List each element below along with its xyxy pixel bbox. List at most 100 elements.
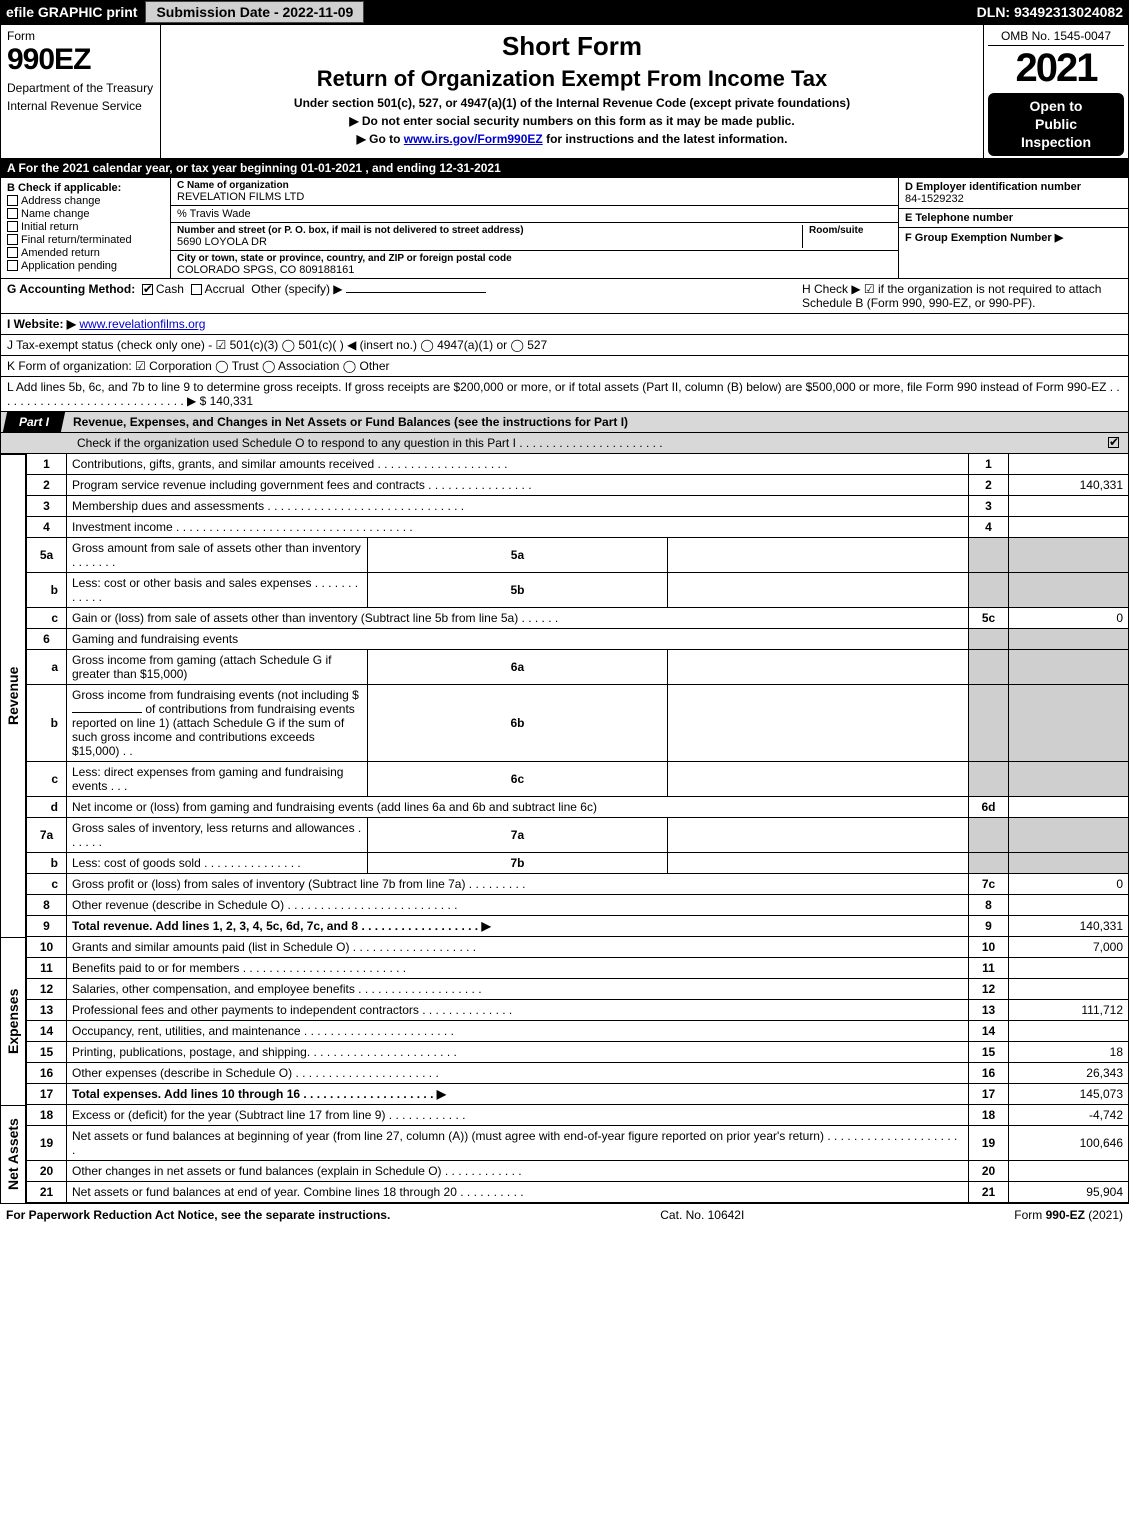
phone-label: E Telephone number <box>905 212 1122 224</box>
efile-graphic-print[interactable]: efile GRAPHIC print <box>6 4 137 20</box>
line-7c-num: c <box>27 873 67 894</box>
line-19-box: 19 <box>969 1125 1009 1160</box>
line-16-val: 26,343 <box>1009 1062 1129 1083</box>
line-1-num: 1 <box>27 454 67 475</box>
section-c: C Name of organization REVELATION FILMS … <box>171 178 898 278</box>
chk-address-change[interactable]: Address change <box>7 195 164 207</box>
line-6b-amount-input[interactable] <box>72 712 142 713</box>
website-prefix: I Website: ▶ <box>7 317 76 331</box>
line-20: 20 Other changes in net assets or fund b… <box>27 1160 1129 1181</box>
line-6c-num: c <box>27 761 67 796</box>
line-6a-desc: Gross income from gaming (attach Schedul… <box>67 649 368 684</box>
line-5a-val-shade <box>1009 537 1129 572</box>
line-7b-mini: 7b <box>367 852 668 873</box>
line-16-box: 16 <box>969 1062 1009 1083</box>
line-5b-mini: 5b <box>367 572 668 607</box>
line-7b-box-shade <box>969 852 1009 873</box>
street-value: 5690 LOYOLA DR <box>177 236 802 248</box>
line-7a-val-shade <box>1009 817 1129 852</box>
line-10-desc: Grants and similar amounts paid (list in… <box>67 937 969 958</box>
chk-initial-return-label: Initial return <box>21 221 78 233</box>
section-def: D Employer identification number 84-1529… <box>898 178 1128 278</box>
line-7a-num: 7a <box>27 817 67 852</box>
line-4-box: 4 <box>969 516 1009 537</box>
section-b: B Check if applicable: Address change Na… <box>1 178 171 278</box>
line-13: 13 Professional fees and other payments … <box>27 999 1129 1020</box>
department-label: Department of the Treasury <box>7 81 154 95</box>
line-15: 15 Printing, publications, postage, and … <box>27 1041 1129 1062</box>
chk-accrual[interactable] <box>191 284 202 295</box>
line-g-h: G Accounting Method: Cash Accrual Other … <box>0 279 1129 314</box>
no-ssn-warning: ▶ Do not enter social security numbers o… <box>169 114 975 128</box>
line-g-prefix: G Accounting Method: <box>7 282 135 296</box>
line-1-val <box>1009 454 1129 475</box>
line-17-box: 17 <box>969 1083 1009 1104</box>
line-12-box: 12 <box>969 978 1009 999</box>
line-5c-desc: Gain or (loss) from sale of assets other… <box>67 607 969 628</box>
line-15-box: 15 <box>969 1041 1009 1062</box>
line-8: 8 Other revenue (describe in Schedule O)… <box>27 894 1129 915</box>
line-18-desc: Excess or (deficit) for the year (Subtra… <box>67 1105 969 1126</box>
line-5c-num: c <box>27 607 67 628</box>
line-16: 16 Other expenses (describe in Schedule … <box>27 1062 1129 1083</box>
part-i-title: Revenue, Expenses, and Changes in Net As… <box>73 412 628 432</box>
line-10: 10 Grants and similar amounts paid (list… <box>27 937 1129 958</box>
chk-amended-return[interactable]: Amended return <box>7 247 164 259</box>
revenue-table: 1 Contributions, gifts, grants, and simi… <box>26 454 1129 937</box>
line-18-box: 18 <box>969 1105 1009 1126</box>
line-14-box: 14 <box>969 1020 1009 1041</box>
line-11-desc: Benefits paid to or for members . . . . … <box>67 957 969 978</box>
other-specify-input[interactable] <box>346 292 486 293</box>
part-i-checkline: Check if the organization used Schedule … <box>0 433 1129 454</box>
line-5b-minival <box>668 572 969 607</box>
line-2-val: 140,331 <box>1009 474 1129 495</box>
part-i-schedule-o-checkbox[interactable] <box>1108 437 1119 448</box>
line-14-desc: Occupancy, rent, utilities, and maintena… <box>67 1020 969 1041</box>
line-7c-desc: Gross profit or (loss) from sales of inv… <box>67 873 969 894</box>
line-21: 21 Net assets or fund balances at end of… <box>27 1181 1129 1202</box>
header-left: Form 990EZ Department of the Treasury In… <box>1 25 161 158</box>
line-6-desc: Gaming and fundraising events <box>67 628 969 649</box>
part-i-header: Part I Revenue, Expenses, and Changes in… <box>0 412 1129 433</box>
line-7b-minival <box>668 852 969 873</box>
goto-link[interactable]: www.irs.gov/Form990EZ <box>404 132 543 146</box>
line-10-val: 7,000 <box>1009 937 1129 958</box>
line-6d: d Net income or (loss) from gaming and f… <box>27 796 1129 817</box>
line-21-num: 21 <box>27 1181 67 1202</box>
line-j: J Tax-exempt status (check only one) - ☑… <box>0 335 1129 356</box>
care-of: % Travis Wade <box>177 208 892 220</box>
city-label: City or town, state or province, country… <box>177 253 892 264</box>
chk-cash[interactable] <box>142 284 153 295</box>
chk-initial-return[interactable]: Initial return <box>7 221 164 233</box>
line-6-box-shade <box>969 628 1009 649</box>
line-1-desc: Contributions, gifts, grants, and simila… <box>67 454 969 475</box>
dln-label: DLN: 93492313024082 <box>977 4 1123 20</box>
chk-address-change-label: Address change <box>21 195 101 207</box>
submission-date-button[interactable]: Submission Date - 2022-11-09 <box>145 1 364 23</box>
line-3-box: 3 <box>969 495 1009 516</box>
chk-application-pending[interactable]: Application pending <box>7 260 164 272</box>
line-14-num: 14 <box>27 1020 67 1041</box>
line-9-box: 9 <box>969 915 1009 936</box>
website-link[interactable]: www.revelationfilms.org <box>79 317 205 331</box>
line-5b-num: b <box>27 572 67 607</box>
line-4-desc: Investment income . . . . . . . . . . . … <box>67 516 969 537</box>
chk-final-return[interactable]: Final return/terminated <box>7 234 164 246</box>
header-right: OMB No. 1545-0047 2021 Open to Public In… <box>983 25 1128 158</box>
chk-final-return-label: Final return/terminated <box>21 234 132 246</box>
line-1: 1 Contributions, gifts, grants, and simi… <box>27 454 1129 475</box>
line-7c: c Gross profit or (loss) from sales of i… <box>27 873 1129 894</box>
part-i-checkline-text: Check if the organization used Schedule … <box>7 436 1108 450</box>
line-19: 19 Net assets or fund balances at beginn… <box>27 1125 1129 1160</box>
line-6d-val <box>1009 796 1129 817</box>
line-7a-mini: 7a <box>367 817 668 852</box>
line-12-num: 12 <box>27 978 67 999</box>
line-5b-val-shade <box>1009 572 1129 607</box>
line-l: L Add lines 5b, 6c, and 7b to line 9 to … <box>0 377 1129 412</box>
line-4-val <box>1009 516 1129 537</box>
under-section: Under section 501(c), 527, or 4947(a)(1)… <box>169 96 975 110</box>
line-21-box: 21 <box>969 1181 1009 1202</box>
line-7b-num: b <box>27 852 67 873</box>
line-6c: c Less: direct expenses from gaming and … <box>27 761 1129 796</box>
chk-name-change[interactable]: Name change <box>7 208 164 220</box>
